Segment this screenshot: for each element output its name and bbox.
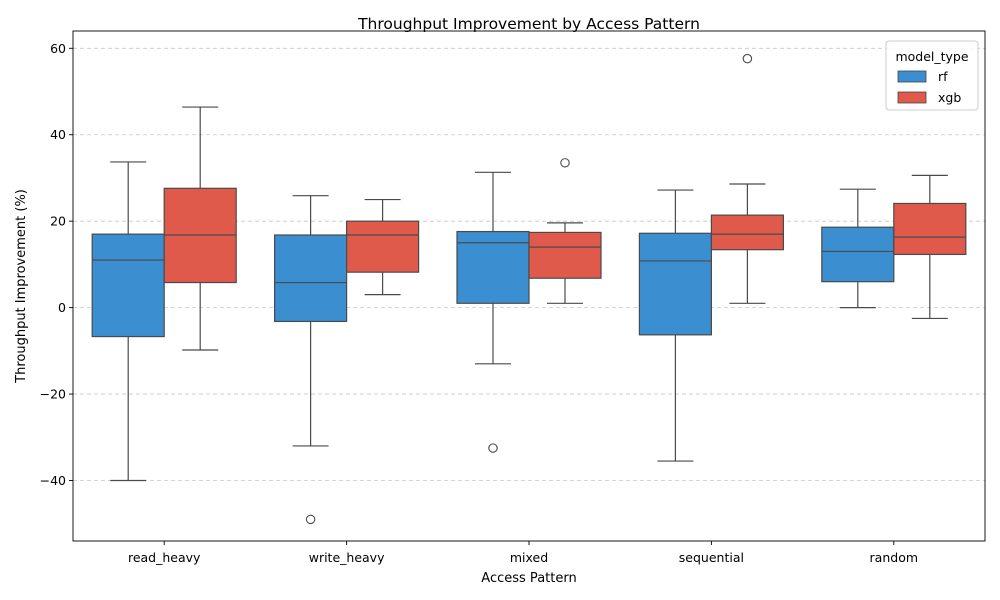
legend-swatch-xgb bbox=[897, 91, 927, 104]
legend: model_type rf xgb bbox=[885, 40, 979, 111]
box-xgb-write_heavy bbox=[346, 198, 420, 296]
y-tick-label: 0 bbox=[58, 300, 66, 315]
y-tick-label: 20 bbox=[50, 214, 66, 229]
x-tick-label: sequential bbox=[679, 550, 744, 565]
legend-label-xgb: xgb bbox=[938, 90, 961, 105]
box-rf-mixed bbox=[456, 171, 530, 453]
iqr-box bbox=[710, 214, 785, 251]
iqr-box bbox=[821, 226, 895, 283]
iqr-box bbox=[638, 232, 713, 336]
box-xgb-read_heavy bbox=[163, 106, 237, 351]
y-tick-label: 40 bbox=[50, 127, 66, 142]
x-tick-label: read_heavy bbox=[128, 550, 201, 565]
grid-lines bbox=[73, 47, 985, 481]
box-rf-read_heavy bbox=[91, 161, 165, 482]
x-axis-ticks: read_heavy write_heavy mixed sequential rand… bbox=[128, 541, 918, 565]
outlier-point bbox=[305, 514, 316, 525]
legend-swatch-rf bbox=[897, 70, 927, 83]
iqr-box bbox=[528, 231, 602, 279]
x-tick-label: write_heavy bbox=[309, 550, 385, 565]
outlier-point bbox=[742, 53, 753, 64]
x-tick-label: mixed bbox=[510, 550, 548, 565]
x-tick-label: random bbox=[870, 550, 918, 565]
y-tick-label: −20 bbox=[40, 387, 66, 402]
box-xgb-sequential bbox=[710, 53, 785, 304]
box-rf-sequential bbox=[638, 189, 713, 462]
chart-title: Throughput Improvement by Access Pattern bbox=[357, 15, 700, 33]
y-tick-label: 60 bbox=[50, 41, 66, 56]
box-rf-write_heavy bbox=[274, 195, 348, 525]
legend-label-rf: rf bbox=[938, 69, 948, 84]
box-xgb-mixed bbox=[528, 158, 602, 304]
y-axis-label: Throughput Improvement (%) bbox=[14, 189, 29, 384]
y-tick-label: −40 bbox=[40, 473, 66, 488]
box-rf-random bbox=[821, 188, 895, 309]
x-axis-label: Access Pattern bbox=[481, 571, 576, 586]
box-xgb-random bbox=[893, 174, 967, 320]
iqr-box bbox=[893, 202, 967, 256]
box-series bbox=[91, 53, 967, 525]
iqr-box bbox=[91, 233, 165, 338]
iqr-box bbox=[274, 234, 348, 323]
legend-title: model_type bbox=[895, 49, 968, 64]
y-axis-ticks: −40 −20 0 20 40 60 bbox=[40, 41, 73, 488]
outlier-point bbox=[488, 443, 498, 453]
iqr-box bbox=[346, 220, 420, 273]
outlier-point bbox=[560, 158, 570, 168]
